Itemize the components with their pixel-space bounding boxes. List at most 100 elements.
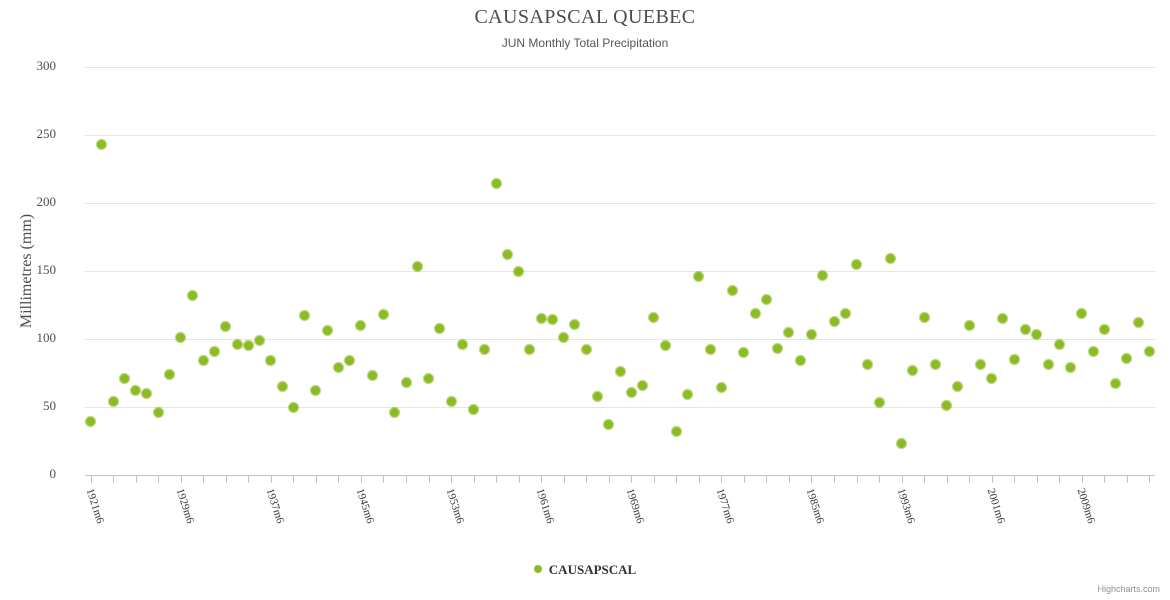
data-point[interactable] bbox=[885, 254, 895, 264]
data-point[interactable] bbox=[1032, 330, 1042, 340]
gridline bbox=[85, 203, 1155, 204]
x-axis-tick bbox=[788, 476, 790, 483]
data-point[interactable] bbox=[863, 360, 873, 370]
data-point[interactable] bbox=[97, 140, 107, 150]
data-point[interactable] bbox=[153, 407, 163, 417]
data-point[interactable] bbox=[266, 356, 276, 366]
data-point[interactable] bbox=[480, 345, 490, 355]
data-point[interactable] bbox=[592, 391, 602, 401]
data-point[interactable] bbox=[525, 345, 535, 355]
data-point[interactable] bbox=[288, 402, 298, 412]
data-point[interactable] bbox=[1043, 360, 1053, 370]
data-point[interactable] bbox=[694, 271, 704, 281]
data-point[interactable] bbox=[942, 401, 952, 411]
data-point[interactable] bbox=[1144, 346, 1154, 356]
data-point[interactable] bbox=[277, 382, 287, 392]
data-point[interactable] bbox=[412, 262, 422, 272]
data-point[interactable] bbox=[457, 339, 467, 349]
data-point[interactable] bbox=[626, 387, 636, 397]
data-point[interactable] bbox=[559, 333, 569, 343]
data-point[interactable] bbox=[840, 308, 850, 318]
credits-label[interactable]: Highcharts.com bbox=[1097, 584, 1160, 594]
data-point[interactable] bbox=[119, 373, 129, 383]
data-point[interactable] bbox=[570, 319, 580, 329]
data-point[interactable] bbox=[446, 397, 456, 407]
data-point[interactable] bbox=[1054, 339, 1064, 349]
data-point[interactable] bbox=[953, 382, 963, 392]
data-point[interactable] bbox=[761, 295, 771, 305]
data-point[interactable] bbox=[491, 179, 501, 189]
data-point[interactable] bbox=[536, 314, 546, 324]
data-point[interactable] bbox=[739, 348, 749, 358]
data-point[interactable] bbox=[716, 383, 726, 393]
data-point[interactable] bbox=[852, 259, 862, 269]
data-point[interactable] bbox=[818, 270, 828, 280]
data-point[interactable] bbox=[176, 333, 186, 343]
data-point[interactable] bbox=[987, 373, 997, 383]
data-point[interactable] bbox=[750, 308, 760, 318]
data-point[interactable] bbox=[705, 345, 715, 355]
data-point[interactable] bbox=[660, 341, 670, 351]
data-point[interactable] bbox=[671, 426, 681, 436]
data-point[interactable] bbox=[1020, 324, 1030, 334]
data-point[interactable] bbox=[649, 312, 659, 322]
data-point[interactable] bbox=[930, 360, 940, 370]
data-point[interactable] bbox=[908, 365, 918, 375]
legend-item-causapscal[interactable]: CAUSAPSCAL bbox=[533, 562, 636, 578]
data-point[interactable] bbox=[164, 369, 174, 379]
data-point[interactable] bbox=[502, 250, 512, 260]
data-point[interactable] bbox=[1009, 354, 1019, 364]
data-point[interactable] bbox=[86, 417, 96, 427]
data-point[interactable] bbox=[998, 314, 1008, 324]
data-point[interactable] bbox=[581, 345, 591, 355]
data-point[interactable] bbox=[773, 344, 783, 354]
data-point[interactable] bbox=[547, 315, 557, 325]
data-point[interactable] bbox=[108, 397, 118, 407]
data-point[interactable] bbox=[784, 327, 794, 337]
data-point[interactable] bbox=[198, 356, 208, 366]
data-point[interactable] bbox=[874, 398, 884, 408]
data-point[interactable] bbox=[345, 356, 355, 366]
data-point[interactable] bbox=[1111, 379, 1121, 389]
data-point[interactable] bbox=[806, 330, 816, 340]
data-point[interactable] bbox=[378, 310, 388, 320]
data-point[interactable] bbox=[221, 322, 231, 332]
data-point[interactable] bbox=[1077, 308, 1087, 318]
data-point[interactable] bbox=[975, 360, 985, 370]
data-point[interactable] bbox=[300, 311, 310, 321]
x-axis-tick bbox=[270, 476, 272, 483]
data-point[interactable] bbox=[356, 320, 366, 330]
data-point[interactable] bbox=[311, 386, 321, 396]
data-point[interactable] bbox=[210, 346, 220, 356]
data-point[interactable] bbox=[142, 388, 152, 398]
data-point[interactable] bbox=[243, 341, 253, 351]
data-point[interactable] bbox=[1133, 318, 1143, 328]
data-point[interactable] bbox=[424, 373, 434, 383]
data-point[interactable] bbox=[604, 420, 614, 430]
data-point[interactable] bbox=[1088, 346, 1098, 356]
data-point[interactable] bbox=[255, 335, 265, 345]
data-point[interactable] bbox=[638, 380, 648, 390]
data-point[interactable] bbox=[829, 316, 839, 326]
data-point[interactable] bbox=[615, 367, 625, 377]
data-point[interactable] bbox=[1099, 324, 1109, 334]
data-point[interactable] bbox=[401, 378, 411, 388]
data-point[interactable] bbox=[367, 371, 377, 381]
data-point[interactable] bbox=[964, 320, 974, 330]
data-point[interactable] bbox=[131, 386, 141, 396]
data-point[interactable] bbox=[232, 339, 242, 349]
data-point[interactable] bbox=[919, 312, 929, 322]
data-point[interactable] bbox=[469, 405, 479, 415]
data-point[interactable] bbox=[897, 439, 907, 449]
data-point[interactable] bbox=[728, 285, 738, 295]
data-point[interactable] bbox=[322, 326, 332, 336]
data-point[interactable] bbox=[390, 407, 400, 417]
data-point[interactable] bbox=[435, 323, 445, 333]
data-point[interactable] bbox=[333, 363, 343, 373]
data-point[interactable] bbox=[514, 266, 524, 276]
data-point[interactable] bbox=[795, 356, 805, 366]
data-point[interactable] bbox=[683, 390, 693, 400]
data-point[interactable] bbox=[187, 290, 197, 300]
data-point[interactable] bbox=[1066, 363, 1076, 373]
data-point[interactable] bbox=[1122, 353, 1132, 363]
